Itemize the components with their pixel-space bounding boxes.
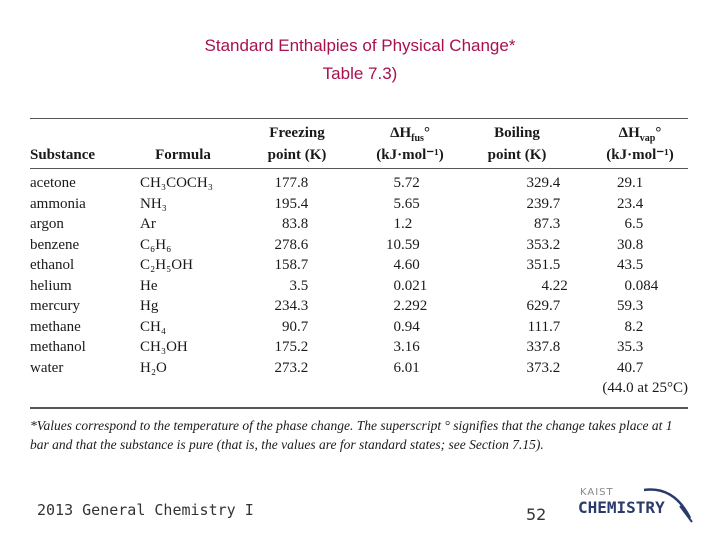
value-cell: 8.2: [624, 318, 644, 335]
slide-title: Standard Enthalpies of Physical Change*: [204, 36, 516, 55]
column-header: (kJ·mol⁻¹): [606, 147, 674, 163]
value-cell: 273.2: [274, 359, 309, 376]
header-sup: °: [423, 125, 430, 141]
table-rule: [30, 168, 688, 169]
value-cell: 10.59: [386, 236, 420, 253]
value-cell: 239.7: [526, 195, 561, 212]
formula: CH₃COCH₃: [140, 175, 213, 191]
value-cell: 3.16: [393, 339, 420, 355]
value-cell: 2.292: [393, 298, 428, 314]
formula: H₂O: [140, 359, 167, 376]
logo-top: KAIST: [580, 487, 614, 498]
substance: ammonia: [30, 195, 86, 212]
value-cell: 43.5: [617, 257, 644, 273]
value-cell: 29.1: [617, 175, 644, 191]
value-cell: 4.22: [541, 277, 568, 294]
substance: methane: [30, 318, 81, 335]
formula: Hg: [140, 298, 159, 314]
column-header: Substance: [30, 147, 96, 163]
header-sub: fus: [411, 133, 424, 144]
column-header: (kJ·mol⁻¹): [376, 147, 444, 163]
formula: Ar: [140, 216, 156, 232]
column-header: ΔHfus°: [390, 124, 430, 148]
value-cell: 59.3: [617, 298, 644, 314]
value-cell: 30.8: [617, 236, 644, 253]
column-header: Formula: [155, 147, 211, 163]
value-cell: 6.5: [624, 216, 644, 232]
value-cell: 337.8: [526, 339, 561, 355]
value-cell: 373.2: [526, 359, 561, 376]
formula: CH₃OH: [140, 339, 188, 355]
header-text: ΔH: [618, 125, 640, 141]
logo-swoosh: [643, 488, 693, 523]
logo-main: CHEMISTRY: [578, 498, 665, 517]
substance: argon: [30, 216, 64, 232]
value-cell: 329.4: [526, 175, 561, 191]
header-sub: vap: [639, 133, 656, 144]
value-cell: 40.7: [617, 359, 644, 376]
value-cell: 23.4: [617, 195, 644, 212]
substance: benzene: [30, 236, 80, 253]
slide-subtitle: Table 7.3): [322, 64, 398, 83]
water-note: (44.0 at 25°C): [602, 380, 688, 396]
value-cell: 3.5: [289, 277, 309, 294]
course-label: 2013 General Chemistry I: [37, 501, 254, 519]
formula: C₂H₅OH: [140, 257, 193, 273]
column-header: point (K): [267, 147, 327, 163]
value-cell: 35.3: [617, 339, 644, 355]
substance: water: [30, 359, 64, 376]
column-header: point (K): [487, 147, 547, 163]
value-cell: 5.72: [393, 175, 420, 191]
value-cell: 278.6: [274, 236, 309, 253]
value-cell: 4.60: [393, 257, 420, 273]
column-header: Boiling: [494, 124, 540, 142]
value-cell: 629.7: [526, 298, 561, 314]
column-header: ΔHvap°: [619, 124, 662, 148]
value-cell: 0.94: [393, 318, 420, 335]
value-cell: 90.7: [282, 318, 309, 335]
formula: NH₃: [140, 195, 167, 212]
header-text: Boiling: [494, 125, 540, 141]
table-rule: [30, 118, 688, 119]
table-rule: [30, 407, 688, 409]
value-cell: 195.4: [274, 195, 309, 212]
formula: He: [140, 277, 158, 294]
formula: CH₄: [140, 318, 167, 335]
header-text: ΔH: [390, 125, 412, 141]
value-cell: 158.7: [274, 257, 309, 273]
value-cell: 5.65: [393, 195, 420, 212]
substance: ethanol: [30, 257, 75, 273]
substance: acetone: [30, 175, 76, 191]
formula: C₆H₆: [140, 236, 172, 253]
value-cell: 6.01: [393, 359, 420, 376]
value-cell: 351.5: [526, 257, 561, 273]
substance: methanol: [30, 339, 86, 355]
value-cell: 0.021: [393, 277, 428, 294]
value-cell: 111.7: [527, 318, 561, 335]
substance: helium: [30, 277, 72, 294]
value-cell: 175.2: [274, 339, 309, 355]
value-cell: 234.3: [274, 298, 309, 314]
header-text: Freezing: [269, 125, 325, 141]
value-cell: 0.084: [624, 277, 659, 294]
value-cell: 83.8: [282, 216, 309, 232]
column-header: Freezing: [269, 124, 325, 142]
page-number: 52: [526, 505, 547, 524]
footnote: *Values correspond to the temperature of…: [30, 418, 673, 452]
substance: mercury: [30, 298, 80, 314]
value-cell: 1.2: [393, 216, 413, 232]
value-cell: 177.8: [274, 175, 309, 191]
header-sup: °: [655, 125, 662, 141]
value-cell: 353.2: [526, 236, 561, 253]
value-cell: 87.3: [534, 216, 561, 232]
